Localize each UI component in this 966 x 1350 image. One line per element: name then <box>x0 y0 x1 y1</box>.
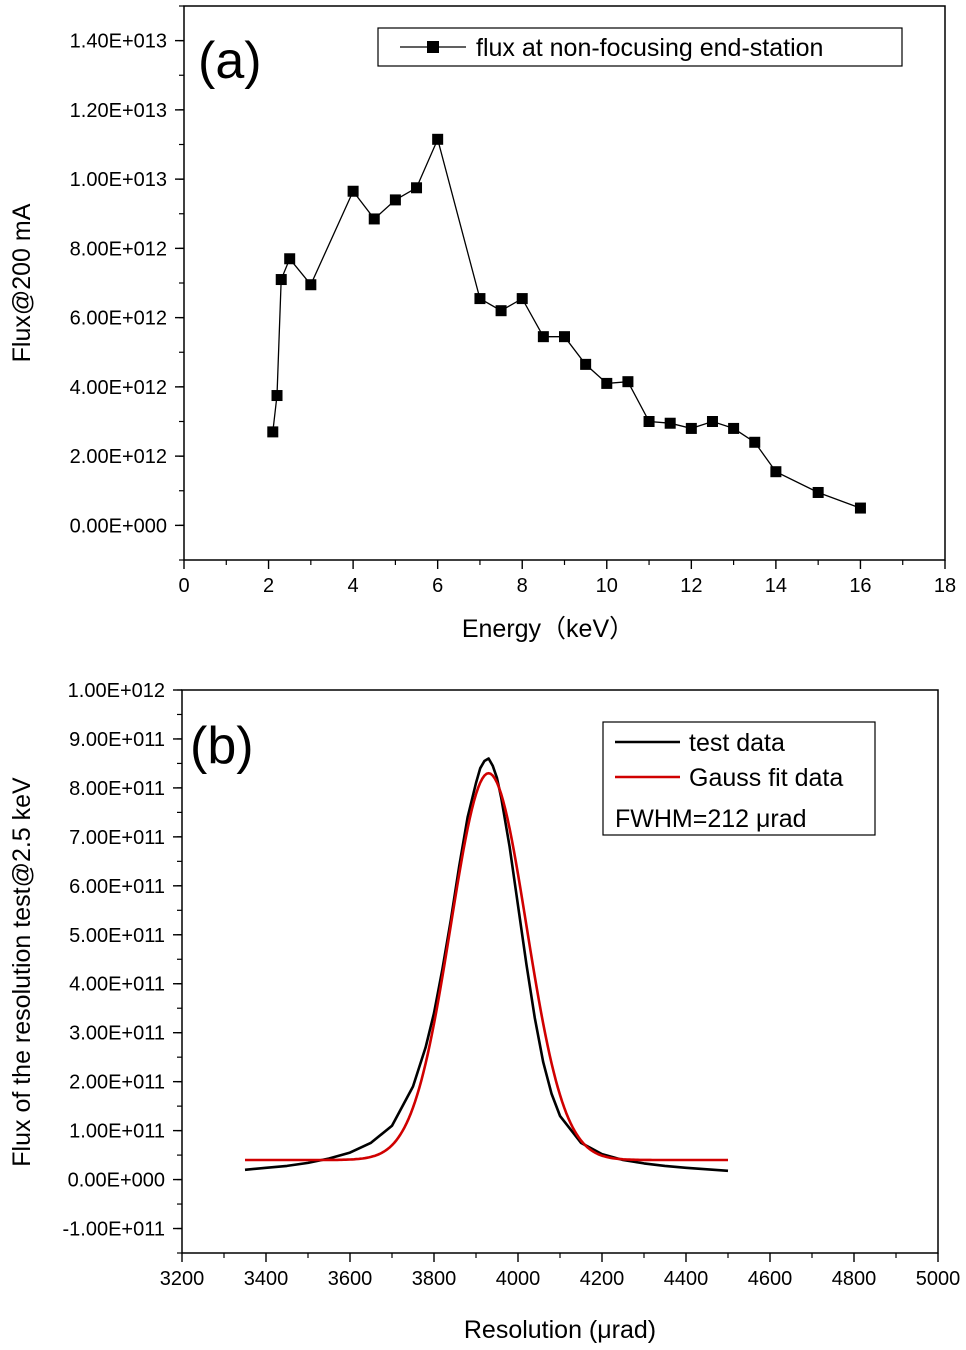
chart-a-x-tick-label: 14 <box>765 575 787 597</box>
chart-a-data-point <box>643 416 655 427</box>
chart-a-series-line <box>272 137 861 509</box>
chart-b-x-tick-label: 3400 <box>244 1268 289 1290</box>
chart-a-x-axis: 0 2 4 6 8 10 12 14 16 18 <box>178 560 956 597</box>
chart-a-data-point <box>601 377 613 389</box>
chart-b-annotation-fwhm: FWHM=212 μrad <box>615 805 807 833</box>
chart-b-legend-label-test: test data <box>689 729 785 757</box>
chart-a-data-point <box>474 293 486 305</box>
chart-a-y-axis: 0.00E+000 2.00E+012 4.00E+012 6.00E+012 8.00… <box>70 5 184 561</box>
chart-a-data-point <box>728 422 740 434</box>
chart-a-data-point <box>284 253 296 265</box>
chart-a-x-tick-label: 18 <box>934 575 956 597</box>
chart-b-y-tick-label: 7.00E+011 <box>69 827 165 849</box>
chart-a-data-point <box>275 274 287 286</box>
chart-b-y-tick-label: 8.00E+011 <box>69 778 165 800</box>
chart-a-data-point <box>411 182 423 194</box>
chart-a-legend-marker <box>427 41 439 53</box>
chart-a-y-tick-label: 6.00E+012 <box>70 308 167 330</box>
chart-b-x-tick-label: 4600 <box>748 1268 793 1290</box>
chart-a-data-point <box>749 436 761 448</box>
chart-a-y-tick-label: 1.20E+013 <box>70 100 167 122</box>
chart-b-y-tick-label: 2.00E+011 <box>69 1072 165 1094</box>
chart-a-series <box>267 133 866 514</box>
chart-a-legend-label: flux at non-focusing end-station <box>476 34 823 62</box>
chart-b-x-tick-label: 3600 <box>328 1268 373 1290</box>
chart-a-data-point <box>706 416 718 427</box>
chart-a-y-tick-label: 2.00E+012 <box>70 446 167 468</box>
chart-a-data-point <box>271 390 283 402</box>
chart-b-x-tick-label: 3200 <box>160 1268 205 1290</box>
chart-a-data-point <box>854 502 866 514</box>
chart-a-data-point <box>267 426 279 438</box>
chart-a-x-tick-label: 6 <box>432 575 443 597</box>
chart-a-data-point <box>432 133 444 145</box>
chart-a-data-point <box>305 279 317 291</box>
chart-a-data-point <box>622 376 634 388</box>
chart-a-y-tick-label: 1.40E+013 <box>70 31 167 53</box>
chart-b-x-tick-label: 4800 <box>832 1268 877 1290</box>
chart-b-legend: test data Gauss fit data FWHM=212 μrad <box>602 721 876 836</box>
chart-b-y-tick-label: 4.00E+011 <box>69 974 165 996</box>
chart-a-panel-label: (a) <box>198 32 262 90</box>
chart-b-y-tick-label: 3.00E+011 <box>69 1023 165 1045</box>
chart-b-y-tick-label: 0.00E+000 <box>68 1170 165 1192</box>
chart-b-y-axis-label: Flux of the resolution test@2.5 keV <box>8 777 36 1167</box>
chart-a-legend: flux at non-focusing end-station <box>377 27 903 67</box>
chart-b-x-tick-label: 4400 <box>664 1268 709 1290</box>
chart-a-x-axis-label: Energy（keV） <box>462 615 634 643</box>
chart-a-data-point <box>347 185 359 197</box>
chart-b-series-test-data <box>244 757 729 1173</box>
chart-a-x-tick-label: 16 <box>849 575 871 597</box>
chart-a-y-tick-label: 1.00E+013 <box>70 169 167 191</box>
chart-a-data-point <box>685 422 697 434</box>
chart-b-x-tick-label: 5000 <box>916 1268 961 1290</box>
chart-b-legend-label-gauss: Gauss fit data <box>689 764 843 792</box>
chart-b-x-tick-label: 4000 <box>496 1268 541 1290</box>
chart-a-x-tick-label: 2 <box>263 575 274 597</box>
chart-b-y-tick-label: 5.00E+011 <box>69 925 165 947</box>
chart-b-series <box>244 757 729 1173</box>
chart-b-series-gauss-fit <box>245 771 728 1162</box>
chart-a-x-tick-label: 4 <box>348 575 359 597</box>
chart-a-data-point <box>368 213 380 225</box>
chart-b-y-tick-label: 6.00E+011 <box>69 876 165 898</box>
chart-a-data-point <box>495 305 507 317</box>
chart-b-y-axis: -1.00E+011 0.00E+000 1.00E+011 2.00E+011 3.0… <box>63 680 182 1254</box>
chart-b: 3200 3400 3600 3800 4000 4200 4400 4600 4800 5000… <box>8 680 960 1344</box>
chart-a-y-tick-label: 0.00E+000 <box>70 515 167 537</box>
chart-a-data-point <box>389 194 401 206</box>
chart-a-data-point <box>559 331 570 343</box>
chart-b-x-tick-label: 4200 <box>580 1268 625 1290</box>
chart-a-x-tick-label: 12 <box>680 575 702 597</box>
chart-b-x-axis: 3200 3400 3600 3800 4000 4200 4400 4600 4800 5000 <box>160 1253 961 1290</box>
chart-a-data-point <box>580 358 592 370</box>
chart-a-y-axis-label: Flux@200 mA <box>8 203 36 362</box>
chart-a-data-point <box>516 293 528 305</box>
chart-a-x-tick-label: 8 <box>517 575 528 597</box>
chart-b-panel-label: (b) <box>190 717 254 775</box>
chart-a-y-tick-label: 8.00E+012 <box>70 238 167 260</box>
chart-a-data-point <box>537 331 549 343</box>
chart-a-data-point <box>770 466 782 478</box>
chart-a-y-tick-label: 4.00E+012 <box>70 377 167 399</box>
chart-a-x-tick-label: 0 <box>178 575 189 597</box>
chart-a-x-tick-label: 10 <box>596 575 618 597</box>
chart-b-x-tick-label: 3800 <box>412 1268 457 1290</box>
chart-a: 0 2 4 6 8 10 12 14 16 18 0.00E+000 2.00E+012 4.00E+… <box>8 5 956 643</box>
chart-b-y-tick-label: 1.00E+011 <box>69 1121 165 1143</box>
chart-a-plot-frame <box>183 5 946 561</box>
chart-a-data-point <box>812 486 824 498</box>
chart-b-x-axis-label: Resolution (μrad) <box>464 1316 656 1344</box>
chart-b-y-tick-label: -1.00E+011 <box>63 1219 166 1241</box>
chart-b-y-tick-label: 1.00E+012 <box>68 680 165 702</box>
chart-a-data-point <box>664 417 676 429</box>
chart-b-y-tick-label: 9.00E+011 <box>69 729 165 751</box>
